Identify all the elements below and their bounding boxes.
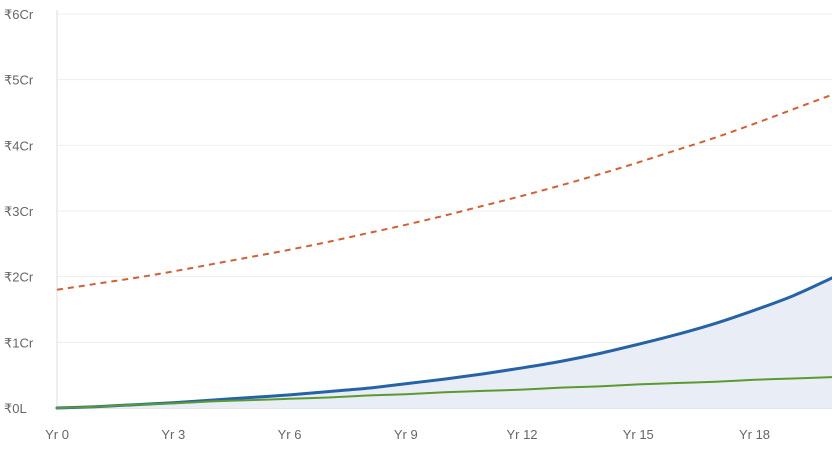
- area-fills: [57, 277, 832, 408]
- y-tick-label: ₹4Cr: [4, 138, 34, 153]
- x-tick-label: Yr 15: [623, 427, 654, 442]
- x-tick-label: Yr 0: [45, 427, 69, 442]
- series-1-line: [56, 93, 832, 291]
- y-tick-label: ₹0L: [4, 401, 27, 416]
- x-tick-label: Yr 3: [161, 427, 185, 442]
- x-tick-label: Yr 18: [739, 427, 770, 442]
- x-tick-label: Yr 6: [278, 427, 302, 442]
- series-3-line: [56, 376, 832, 409]
- x-axis-ticks: Yr 0 Yr 3 Yr 6 Yr 9 Yr 12 Yr 15 Yr 18: [45, 427, 770, 442]
- y-tick-label: ₹2Cr: [4, 270, 34, 285]
- y-axis-ticks: ₹0L ₹1Cr ₹2Cr ₹3Cr ₹4Cr ₹5Cr ₹6Cr: [4, 7, 34, 416]
- y-tick-label: ₹5Cr: [4, 73, 34, 88]
- gridlines: [57, 13, 832, 343]
- series-2-area: [57, 277, 832, 408]
- y-tick-label: ₹3Cr: [4, 204, 34, 219]
- x-tick-label: Yr 12: [506, 427, 537, 442]
- y-tick-label: ₹1Cr: [4, 335, 34, 350]
- x-tick-label: Yr 9: [394, 427, 418, 442]
- y-tick-label: ₹6Cr: [4, 7, 34, 22]
- series-lines: [55, 93, 832, 410]
